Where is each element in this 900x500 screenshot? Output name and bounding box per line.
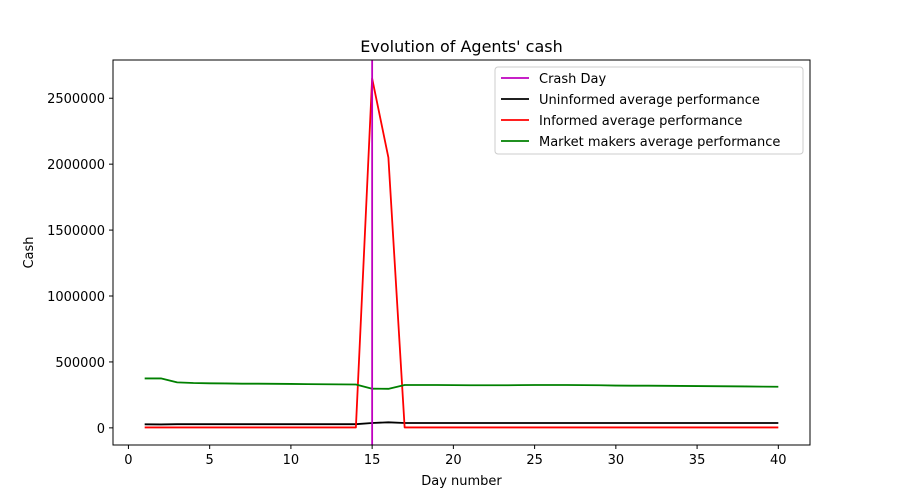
y-tick-label: 500000 [55, 356, 105, 371]
x-tick-label: 25 [526, 453, 543, 468]
x-tick-label: 5 [206, 453, 214, 468]
x-tick-label: 0 [124, 453, 132, 468]
legend-label: Crash Day [539, 72, 607, 87]
legend-box [494, 66, 804, 155]
series-line-uninformed-average-performance [144, 421, 779, 426]
legend: Crash Day Uninformed average performance I… [494, 66, 804, 155]
x-tick-label: 30 [608, 453, 625, 468]
x-tick-label: 10 [283, 453, 300, 468]
legend-label: Market makers average performance [539, 135, 780, 150]
y-axis-label: Cash [22, 236, 37, 268]
x-tick-label: 40 [770, 453, 787, 468]
y-tick-label: 1000000 [47, 290, 105, 305]
x-axis: 0 5 10 15 20 25 30 35 40 [124, 445, 787, 468]
y-tick-label: 2000000 [47, 158, 105, 173]
series-line-market-makers-average-performance [144, 377, 779, 390]
series-line-informed-average-performance [144, 77, 779, 429]
y-tick-label: 2500000 [47, 92, 105, 107]
y-tick-label: 1500000 [47, 224, 105, 239]
x-tick-label: 20 [445, 453, 462, 468]
x-axis-label: Day number [421, 474, 502, 489]
legend-label: Uninformed average performance [539, 93, 760, 108]
y-tick-label: 0 [97, 422, 105, 437]
x-tick-label: 35 [689, 453, 706, 468]
x-tick-label: 15 [364, 453, 381, 468]
legend-label: Informed average performance [539, 114, 742, 129]
plot-area-frame [112, 59, 811, 446]
y-axis: 0 500000 1000000 1500000 2000000 2500000 [47, 92, 113, 437]
chart-title: Evolution of Agents' cash [360, 37, 562, 56]
series-layer [144, 60, 779, 445]
